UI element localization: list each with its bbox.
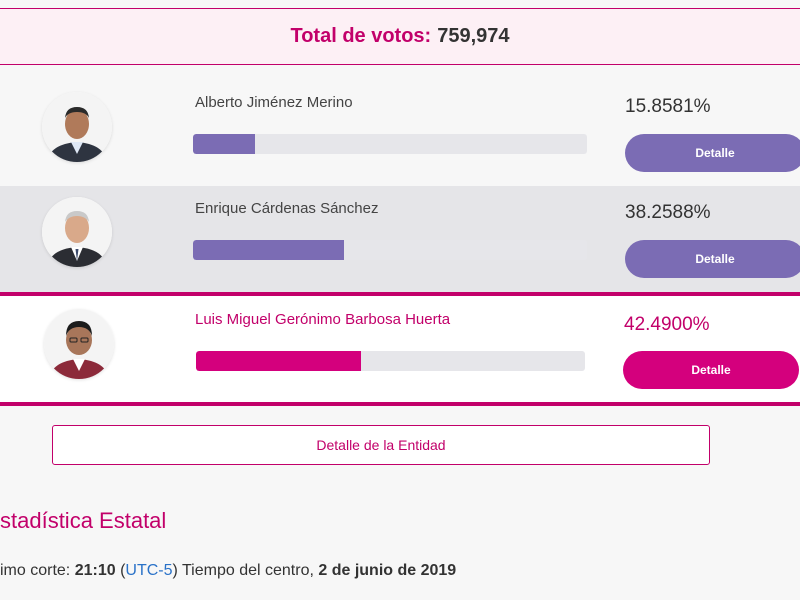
utc-link[interactable]: UTC-5 bbox=[125, 562, 173, 579]
detalle-button[interactable]: Detalle bbox=[625, 134, 800, 172]
candidate-row: Alberto Jiménez Merino 15.8581% Detalle bbox=[0, 80, 800, 184]
candidate-name: Luis Miguel Gerónimo Barbosa Huerta bbox=[195, 311, 451, 328]
vote-progress-fill bbox=[196, 351, 362, 371]
total-votes-label: Total de votos: bbox=[290, 25, 432, 47]
corte-time: 21:10 bbox=[74, 562, 116, 579]
candidate-percentage: 42.4900% bbox=[624, 314, 710, 335]
detalle-entidad-button[interactable]: Detalle de la Entidad bbox=[52, 425, 710, 465]
corte-prefix: imo corte: bbox=[0, 562, 71, 579]
candidate-name: Alberto Jiménez Merino bbox=[195, 94, 353, 111]
candidate-avatar bbox=[44, 309, 114, 379]
corte-open-paren: ( bbox=[120, 562, 126, 579]
candidate-name: Enrique Cárdenas Sánchez bbox=[195, 200, 379, 217]
candidate-row-leading: Luis Miguel Gerónimo Barbosa Huerta 42.4… bbox=[0, 292, 800, 406]
corte-date: 2 de junio de 2019 bbox=[318, 562, 457, 579]
estadistica-estatal-heading: stadística Estatal bbox=[0, 508, 167, 533]
candidate-avatar bbox=[42, 92, 112, 162]
vote-progress-fill bbox=[193, 134, 256, 154]
total-votes-value: 759,974 bbox=[437, 25, 510, 47]
vote-progress-bar bbox=[193, 134, 587, 154]
detalle-button[interactable]: Detalle bbox=[623, 351, 799, 389]
candidate-percentage: 38.2588% bbox=[625, 202, 711, 223]
candidate-percentage: 15.8581% bbox=[625, 96, 711, 117]
detalle-button[interactable]: Detalle bbox=[625, 240, 800, 278]
vote-progress-fill bbox=[193, 240, 344, 260]
ultimo-corte-text: imo corte: 21:10 (UTC-5) Tiempo del cent… bbox=[0, 562, 456, 580]
total-votes-banner: Total de votos: 759,974 bbox=[0, 8, 800, 65]
vote-progress-bar bbox=[193, 240, 587, 260]
candidate-avatar bbox=[42, 197, 112, 267]
corte-zone-text: ) Tiempo del centro, bbox=[172, 562, 314, 579]
candidate-row: Enrique Cárdenas Sánchez 38.2588% Detall… bbox=[0, 186, 800, 292]
vote-progress-bar bbox=[196, 351, 585, 371]
